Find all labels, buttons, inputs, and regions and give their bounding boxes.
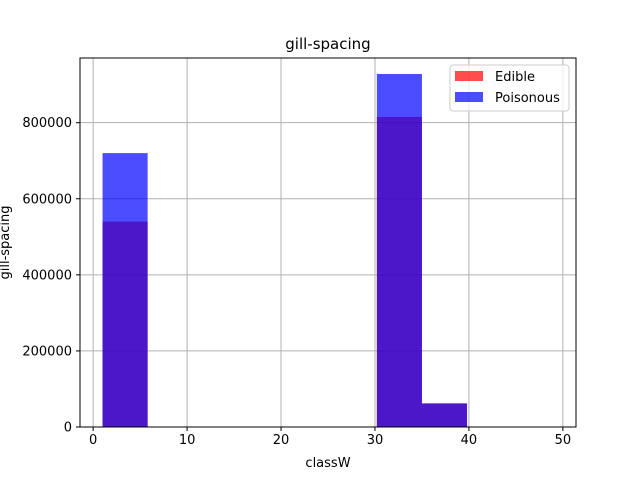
x-tick-label: 10 xyxy=(179,433,196,448)
x-axis-label: classW xyxy=(305,456,350,471)
x-tick-label: 20 xyxy=(273,433,290,448)
bar-poisonous xyxy=(376,73,422,427)
y-tick-label: 400000 xyxy=(22,268,72,283)
bar-poisonous xyxy=(102,153,148,427)
legend-swatch-poisonous xyxy=(455,92,483,102)
bar-poisonous xyxy=(421,403,468,427)
bars xyxy=(102,73,468,427)
x-tick-label: 0 xyxy=(89,433,97,448)
y-tick-label: 800000 xyxy=(22,116,72,131)
y-tick-label: 0 xyxy=(64,421,72,436)
legend-swatch-edible xyxy=(455,71,483,81)
chart-title: gill-spacing xyxy=(285,35,370,53)
x-tick-label: 40 xyxy=(461,433,478,448)
x-tick-label: 30 xyxy=(367,433,384,448)
axis-ticks: 0 10 20 30 40 50 0 200000 400000 600000 800000 xyxy=(22,116,571,448)
legend-label-poisonous: Poisonous xyxy=(495,91,560,106)
legend-label-edible: Edible xyxy=(495,70,535,85)
y-tick-label: 200000 xyxy=(22,344,72,359)
x-tick-label: 50 xyxy=(555,433,572,448)
y-tick-label: 600000 xyxy=(22,192,72,207)
plot-frame xyxy=(79,57,577,428)
grid-lines xyxy=(80,58,576,428)
legend: Edible Poisonous xyxy=(449,64,570,112)
y-axis-label: gill-spacing xyxy=(0,205,13,279)
